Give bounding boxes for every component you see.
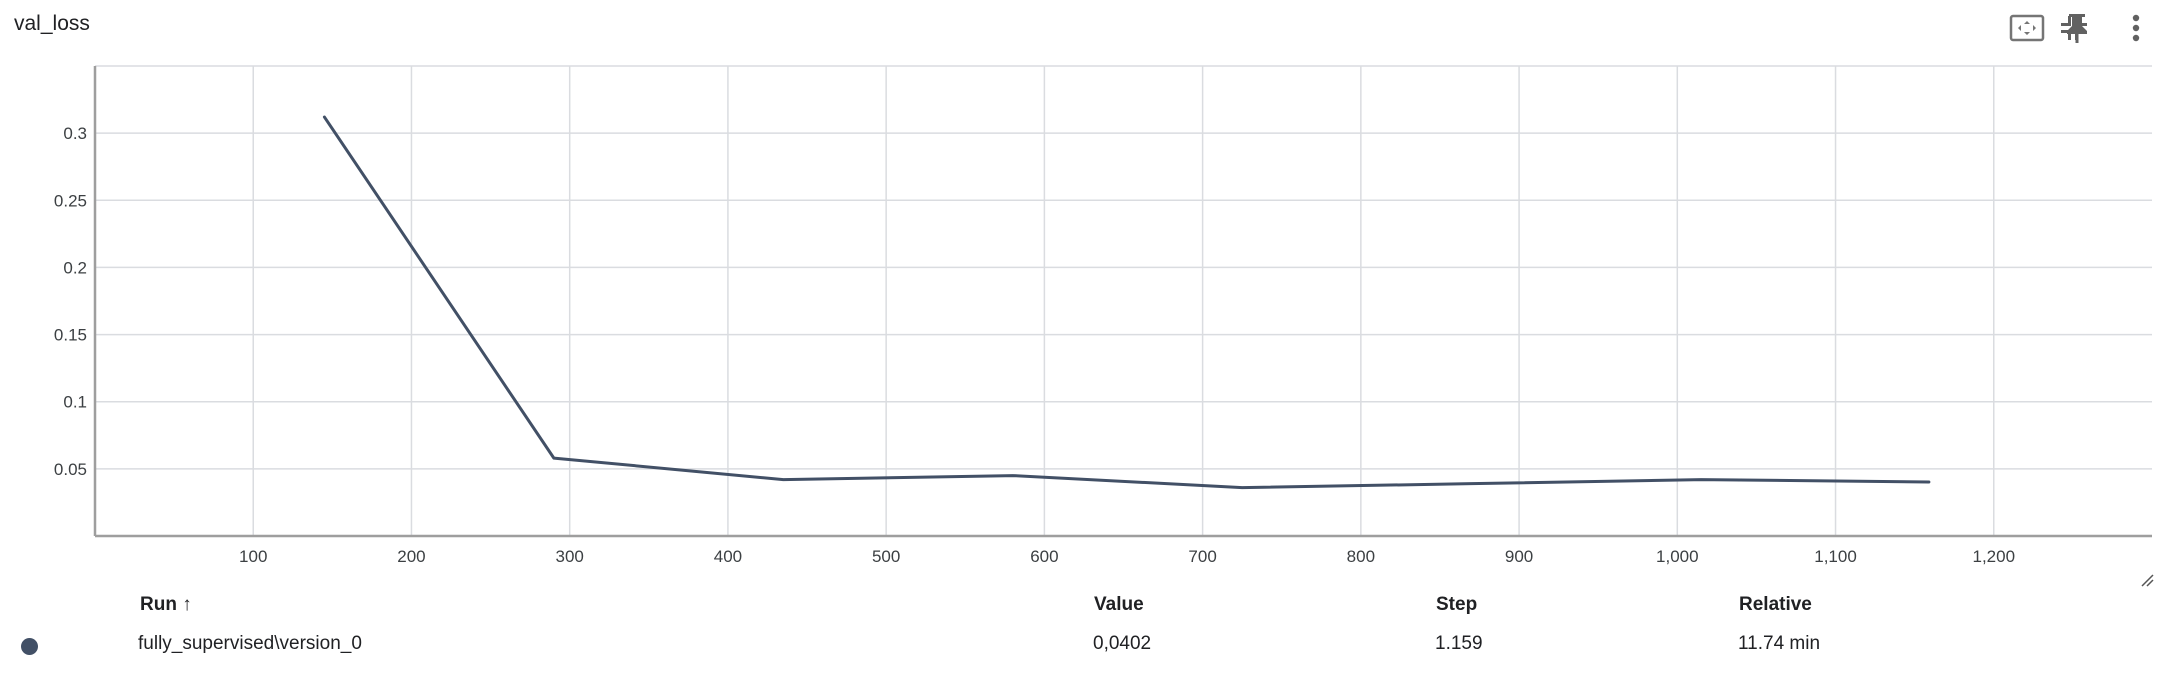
column-header-relative[interactable]: Relative bbox=[1739, 594, 1812, 615]
pin-button-hit[interactable] bbox=[2055, 8, 2099, 48]
column-header-value[interactable]: Value bbox=[1094, 594, 1144, 615]
x-tick-label: 100 bbox=[239, 547, 267, 566]
run-color-dot bbox=[21, 638, 38, 655]
x-tick-label: 200 bbox=[397, 547, 425, 566]
more-vert-icon bbox=[2131, 13, 2141, 43]
y-tick-label: 0.2 bbox=[63, 258, 87, 277]
run-relative: 11.74 min bbox=[1738, 633, 1821, 654]
x-tick-label: 1,000 bbox=[1656, 547, 1699, 566]
y-tick-label: 0.25 bbox=[54, 191, 87, 210]
column-header-run[interactable]: Run ↑ bbox=[140, 594, 192, 615]
line-chart[interactable]: 100 200 300 400 500 600 700 800 900 1,000 1,100 1,2… bbox=[0, 0, 2159, 600]
fit-domain-icon bbox=[2009, 14, 2045, 42]
run-step: 1.159 bbox=[1435, 633, 1483, 654]
tick-labels: 100 200 300 400 500 600 700 800 900 1,000 1,100 1,2… bbox=[54, 124, 2015, 566]
fit-domain-button[interactable] bbox=[2005, 8, 2049, 48]
x-tick-label: 300 bbox=[556, 547, 584, 566]
y-tick-label: 0.05 bbox=[54, 460, 87, 479]
chart-title: val_loss bbox=[14, 12, 90, 35]
collapse-icon bbox=[2059, 14, 2087, 42]
x-tick-label: 500 bbox=[872, 547, 900, 566]
pin-icon bbox=[2064, 11, 2090, 45]
x-tick-label: 400 bbox=[714, 547, 742, 566]
axis-layer bbox=[93, 66, 2152, 538]
y-tick-label: 0.15 bbox=[54, 326, 87, 345]
y-tick-label: 0.1 bbox=[63, 393, 87, 412]
column-header-step[interactable]: Step bbox=[1436, 594, 1478, 615]
x-tick-label: 700 bbox=[1188, 547, 1216, 566]
y-tick-label: 0.3 bbox=[63, 124, 87, 143]
series-line bbox=[322, 115, 1931, 490]
more-options-button[interactable] bbox=[2116, 8, 2156, 48]
x-tick-label: 1,100 bbox=[1814, 547, 1857, 566]
collapse-button[interactable] bbox=[2051, 8, 2095, 48]
grid-layer bbox=[95, 65, 2152, 536]
x-tick-label: 900 bbox=[1505, 547, 1533, 566]
resize-handle[interactable] bbox=[2139, 572, 2155, 588]
run-value: 0,0402 bbox=[1093, 633, 1152, 654]
series-layer bbox=[322, 115, 1931, 490]
x-tick-label: 800 bbox=[1347, 547, 1375, 566]
x-tick-label: 1,200 bbox=[1972, 547, 2015, 566]
run-name: fully_supervised\version_0 bbox=[138, 633, 362, 654]
resize-icon bbox=[2139, 574, 2155, 592]
x-tick-label: 600 bbox=[1030, 547, 1058, 566]
